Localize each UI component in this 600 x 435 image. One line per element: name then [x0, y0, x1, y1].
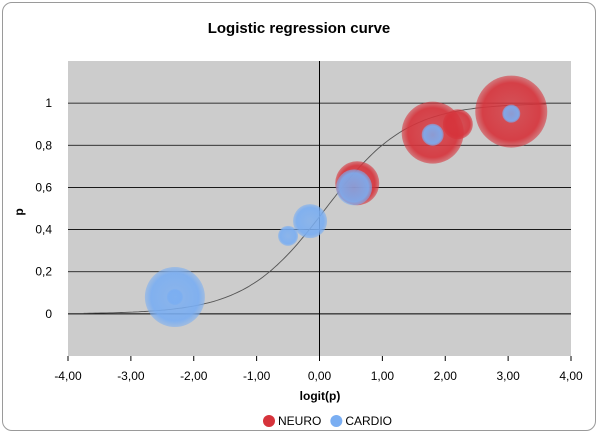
x-tick-label: 1,00	[371, 369, 395, 383]
bubble-cardio	[293, 204, 328, 239]
y-tick-label: 0,8	[35, 138, 52, 152]
x-tick-label: 0,00	[308, 369, 332, 383]
legend-label-cardio: CARDIO	[345, 414, 392, 428]
x-tick-label: -2,00	[180, 369, 208, 383]
bubble-cardio	[502, 104, 521, 123]
x-tick-label: 4,00	[559, 369, 583, 383]
bubble-chart: Logistic regression curve -4,00 -3,00 -2,0…	[12, 20, 583, 428]
bubbles	[144, 75, 548, 327]
y-tick-label: 0,2	[35, 265, 52, 279]
bubble-cardio	[421, 123, 444, 146]
legend-marker-cardio	[330, 415, 343, 427]
x-tick-label: -3,00	[117, 369, 145, 383]
bubble-cardio	[336, 169, 373, 206]
x-tick-label: -1,00	[243, 369, 271, 383]
x-tick-label: 3,00	[496, 369, 520, 383]
bubble-cardio	[278, 225, 299, 246]
x-tick-label: 2,00	[434, 369, 458, 383]
x-axis-label: logit(p)	[300, 389, 341, 403]
y-tick-label: 1	[45, 96, 52, 110]
y-axis-label: p	[12, 208, 26, 215]
y-tick-label: 0,4	[35, 223, 52, 237]
y-tick-label: 0	[45, 307, 52, 321]
legend-label-neuro: NEURO	[278, 414, 321, 428]
x-tick-labels: -4,00 -3,00 -2,00 -1,00 0,00 1,00 2,00 3,00 4,00	[54, 356, 583, 383]
bubble-cardio	[166, 289, 183, 305]
legend: NEURO CARDIO	[263, 414, 392, 428]
legend-marker-neuro	[263, 415, 275, 427]
x-tick-label: -4,00	[54, 369, 82, 383]
y-tick-labels: 0 0,2 0,4 0,6 0,8 1	[35, 96, 52, 321]
chart-frame: Logistic regression curve -4,00 -3,00 -2,0…	[2, 2, 596, 431]
y-tick-label: 0,6	[35, 180, 52, 194]
chart-title: Logistic regression curve	[208, 20, 391, 37]
